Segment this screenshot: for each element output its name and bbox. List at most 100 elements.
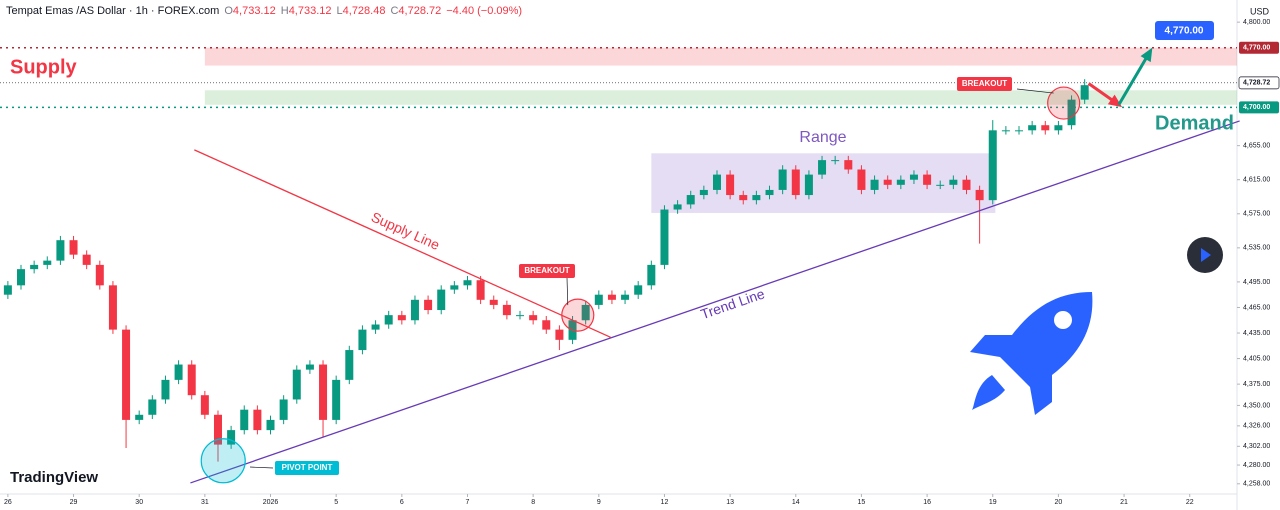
range-label: Range	[799, 129, 846, 146]
price-tag	[1239, 41, 1279, 54]
candle-body	[384, 315, 393, 325]
candle-body	[305, 364, 314, 370]
x-tick-label: 9	[597, 499, 601, 506]
y-tick-label: 4,615.00	[1243, 177, 1270, 184]
candle-body	[122, 329, 131, 420]
candle-body	[174, 364, 183, 380]
breakout-circle	[1047, 86, 1081, 120]
ohlc-value: 4,733.12	[288, 5, 332, 17]
y-tick-label: 4,405.00	[1243, 355, 1270, 362]
x-tick-label: 16	[923, 499, 931, 506]
candle-body	[332, 379, 341, 420]
pivot-label: PIVOT POINT	[282, 463, 333, 472]
candle-body	[240, 409, 249, 431]
candle-body	[371, 324, 380, 330]
candle-body	[818, 160, 827, 175]
breakout-label: BREAKOUT	[524, 266, 569, 275]
pivot-tag	[275, 461, 339, 475]
candle-body	[450, 285, 459, 290]
candle-body	[345, 350, 354, 380]
price-tag	[1239, 101, 1279, 114]
candle-body	[200, 395, 209, 415]
x-tick-label: 6	[400, 499, 404, 506]
candle-body	[936, 184, 945, 186]
candle-body	[988, 130, 997, 201]
y-tick-label: 4,326.00	[1243, 423, 1270, 430]
candle-body	[673, 204, 682, 210]
ohlc-key: L	[336, 5, 343, 17]
candle-body	[962, 179, 971, 190]
x-tick-label: 5	[334, 499, 338, 506]
y-tick-label: 4,302.00	[1243, 443, 1270, 450]
trend-drawing	[190, 120, 1240, 484]
candle-body	[108, 285, 117, 330]
candle-body	[253, 409, 262, 431]
candle-body	[765, 189, 774, 196]
x-tick-label: 20	[1055, 499, 1063, 506]
trend-drawing	[194, 149, 611, 338]
y-tick-label: 4,258.00	[1243, 481, 1270, 488]
ohlc-value: 4,728.72	[398, 5, 442, 17]
candle-body	[30, 264, 39, 270]
callout	[1016, 88, 1054, 94]
candle-body	[883, 179, 892, 185]
candle-body	[213, 414, 222, 445]
candle-body	[476, 280, 485, 300]
candle-body	[1054, 125, 1063, 131]
breakout-circle	[561, 298, 595, 332]
brand: TradingView	[10, 469, 98, 486]
supply-line-label: Supply Line	[369, 209, 443, 253]
y-tick-label: 4,575.00	[1243, 211, 1270, 218]
arrow	[1117, 50, 1152, 106]
candle-body	[778, 169, 787, 190]
x-tick-label: 21	[1120, 499, 1128, 506]
candle-body	[896, 179, 905, 185]
ohlc-key: O	[224, 5, 233, 17]
candle-body	[148, 399, 157, 415]
ohlc-value: 4,728.48	[342, 5, 386, 17]
candle-body	[82, 254, 91, 265]
breakout-tag	[519, 264, 575, 278]
candle-body	[594, 294, 603, 305]
zone	[204, 90, 1237, 105]
candle-body	[489, 299, 498, 305]
candle-body	[161, 379, 170, 400]
price-tag-label: 4,700.00	[1243, 104, 1270, 111]
x-tick-label: 30	[135, 499, 143, 506]
header: Tempat Emas /AS Dollar · 1h · FOREX.com O…	[6, 5, 527, 17]
rocket	[970, 292, 1093, 415]
x-tick-label: 2026	[263, 499, 279, 506]
y-tick-label: 4,465.00	[1243, 304, 1270, 311]
price-tag	[1238, 76, 1280, 90]
x-tick-label: 29	[70, 499, 78, 506]
candle-body	[424, 299, 433, 311]
y-tick-label: 4,350.00	[1243, 402, 1270, 409]
candle-body	[647, 264, 656, 286]
candle-body	[187, 364, 196, 396]
x-tick-label: 22	[1186, 499, 1194, 506]
candle-body	[516, 315, 525, 317]
y-tick-label: 4,280.00	[1243, 462, 1270, 469]
candle-body	[1041, 125, 1050, 131]
demand-label: Demand	[1155, 112, 1234, 134]
candle-body	[319, 364, 328, 420]
x-tick-label: 19	[989, 499, 997, 506]
play-icon	[1201, 248, 1211, 262]
candle-body	[555, 329, 564, 340]
ohlc-key: H	[280, 5, 289, 17]
ohlc-key: C	[390, 5, 399, 17]
candle-body	[1080, 85, 1089, 100]
candle-body	[857, 169, 866, 190]
candle-body	[581, 304, 590, 321]
candle-body	[909, 174, 918, 180]
candle-body	[712, 174, 721, 190]
x-tick-label: 26	[4, 499, 12, 506]
candle-body	[437, 289, 446, 311]
callout	[566, 277, 569, 306]
breakout-tag	[957, 77, 1012, 91]
candle-body	[397, 315, 406, 321]
price-tag-label: 4,770.00	[1243, 45, 1270, 52]
candle-body	[752, 195, 761, 201]
candle-body	[56, 240, 65, 261]
